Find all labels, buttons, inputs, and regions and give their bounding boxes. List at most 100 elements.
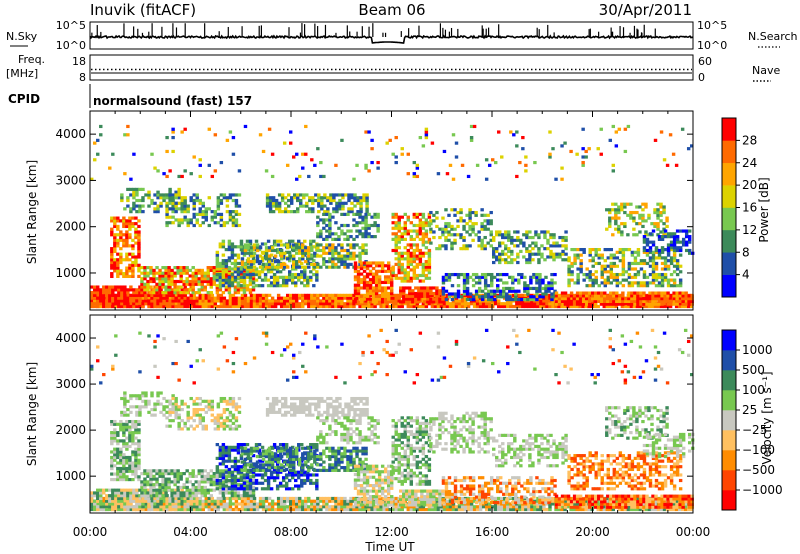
heatmap-cell: [319, 248, 323, 253]
heatmap-cell: [171, 505, 175, 509]
heatmap-cell: [267, 496, 272, 501]
heatmap-cell: [292, 246, 296, 250]
heatmap-cell: [400, 254, 404, 258]
heatmap-cell: [570, 278, 574, 282]
heatmap-cell: [257, 270, 262, 274]
heatmap-cell: [322, 237, 326, 241]
heatmap-cell: [292, 155, 296, 159]
heatmap-cell: [159, 196, 163, 200]
heatmap-cell: [171, 221, 175, 225]
heatmap-cell: [504, 247, 508, 251]
heatmap-cell: [462, 289, 467, 293]
heatmap-cell: [120, 293, 124, 297]
heatmap-cell: [630, 284, 635, 288]
heatmap-cell: [435, 210, 439, 215]
heatmap-cell: [301, 152, 305, 156]
heatmap-cell: [221, 278, 226, 282]
heatmap-cell: [415, 273, 420, 278]
heatmap-cell: [292, 254, 296, 258]
heatmap-cell: [328, 299, 332, 303]
heatmap-cell: [219, 212, 224, 216]
heatmap-cell: [636, 272, 641, 277]
heatmap-cell: [450, 272, 455, 277]
heatmap-cell: [567, 256, 571, 260]
heatmap-cell: [630, 299, 634, 303]
heatmap-cell: [261, 304, 266, 309]
heatmap-cell: [492, 252, 496, 256]
heatmap-cell: [657, 291, 661, 295]
heatmap-cell: [657, 256, 662, 260]
heatmap-cell: [612, 261, 617, 266]
heatmap-cell: [325, 218, 329, 222]
heatmap-cell: [409, 251, 414, 255]
heatmap-cell: [660, 281, 665, 285]
heatmap-cell: [152, 288, 156, 292]
heatmap-cell: [298, 507, 302, 512]
heatmap-cell: [132, 302, 136, 306]
heatmap-cell: [234, 505, 239, 509]
heatmap-cell: [516, 244, 520, 248]
heatmap-cell: [165, 207, 169, 211]
heatmap-cell: [447, 230, 451, 234]
heatmap-cell: [397, 296, 401, 300]
heatmap-cell: [264, 257, 269, 261]
heatmap-cell: [129, 302, 133, 306]
heatmap-cell: [486, 289, 491, 293]
heatmap-cell: [277, 210, 282, 214]
heatmap-cell: [594, 291, 598, 295]
heatmap-cell: [230, 277, 235, 281]
heatmap-cell: [227, 284, 232, 288]
heatmap-cell: [231, 215, 236, 219]
heatmap-cell: [453, 233, 457, 237]
heatmap-cell: [570, 247, 574, 252]
heatmap-cell: [535, 275, 539, 279]
heatmap-cell: [642, 248, 647, 253]
heatmap-cell: [237, 304, 242, 309]
heatmap-cell: [579, 253, 583, 257]
heatmap-cell: [162, 198, 166, 203]
heatmap-cell: [137, 230, 141, 234]
heatmap-cell: [319, 232, 323, 236]
heatmap-cell: [575, 297, 580, 301]
heatmap-cell: [346, 499, 350, 503]
heatmap-cell: [523, 275, 527, 279]
heatmap-cell: [588, 272, 592, 277]
heatmap-cell: [627, 297, 631, 301]
heatmap-cell: [603, 259, 607, 263]
heatmap-cell: [609, 247, 614, 252]
heatmap-cell: [412, 260, 417, 264]
heatmap-cell: [442, 304, 447, 309]
heatmap-cell: [480, 213, 484, 217]
heatmap-cell: [630, 261, 635, 266]
heatmap-cell: [566, 299, 571, 303]
heatmap-cell: [176, 279, 180, 284]
heatmap-cell: [424, 302, 429, 306]
heatmap-cell: [285, 265, 290, 269]
heatmap-cell: [394, 262, 398, 266]
heatmap-cell: [526, 289, 530, 293]
heatmap-cell: [636, 299, 640, 303]
heatmap-cell: [370, 507, 374, 512]
heatmap-cell: [337, 254, 341, 258]
heatmap-cell: [287, 270, 292, 274]
heatmap-cell: [203, 271, 207, 275]
heatmap-cell: [550, 297, 554, 302]
heatmap-cell: [346, 223, 350, 228]
heatmap-cell: [227, 239, 232, 243]
heatmap-cell: [173, 282, 177, 286]
heatmap-cell: [578, 304, 582, 309]
heatmap-cell: [224, 288, 229, 292]
heatmap-cell: [231, 193, 236, 197]
heatmap-cell: [544, 289, 548, 293]
heatmap-cell: [638, 304, 643, 309]
heatmap-cell: [362, 196, 366, 200]
heatmap-cell: [236, 261, 241, 266]
heatmap-cell: [221, 264, 226, 268]
heatmap-cell: [647, 216, 651, 220]
heatmap-cell: [286, 204, 291, 208]
heatmap-cell: [529, 281, 533, 285]
heatmap-cell: [483, 213, 487, 217]
heatmap-cell: [435, 247, 439, 251]
heatmap-cell: [353, 269, 358, 273]
heatmap-cell: [644, 219, 648, 223]
